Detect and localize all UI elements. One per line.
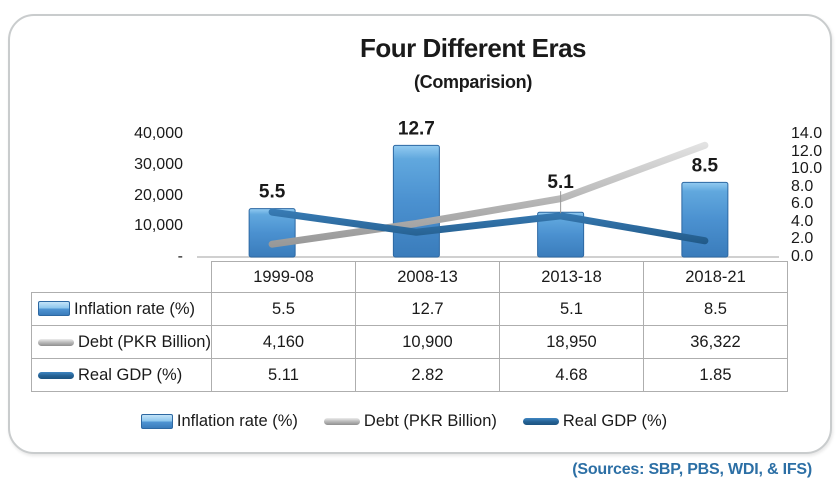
table-value-cell: 5.1 [498,292,644,326]
right-axis-tick: 4.0 [791,212,814,230]
legend-label: Debt (PKR Billion) [363,411,497,430]
right-axis-tick: 6.0 [791,195,814,213]
right-axis-tick: 14.0 [791,125,823,142]
table-value-cell: 2.82 [354,358,500,392]
right-axis-tick: 12.0 [791,142,823,160]
table-period-header: 2018-21 [642,261,788,293]
inflation-bar-icon [140,413,173,429]
table-value-cell: 36,322 [642,325,788,359]
left-axis-tick: 20,000 [134,186,183,204]
table-period-header: 2013-18 [498,261,644,293]
table-value-cell: 12.7 [354,292,500,326]
table-value-cell: 10,900 [354,325,500,359]
real-gdp-line-icon [522,417,559,425]
debt-line-icon [323,417,360,425]
sources-note: (Sources: SBP, PBS, WDI, & IFS) [572,461,812,478]
table-row: Debt (PKR Billion) 4,160 10,900 18,950 36,32… [31,325,788,359]
table-value-cell: 8.5 [642,292,788,326]
debt-line-icon [38,338,74,346]
table-period-header: 2008-13 [354,261,500,293]
chart-title: Four Different Eras [360,33,587,63]
right-axis-tick: 10.0 [791,160,823,178]
table-value-cell: 5.5 [210,292,356,326]
right-axis-tick: 0.0 [791,248,814,265]
table-row-label: Real GDP (%) [31,358,212,392]
table-row-label: Inflation rate (%) [31,292,212,326]
table-value-cell: 5.11 [210,358,356,392]
chart-legend: Inflation rate (%) Debt (PKR Billion) Real… [31,409,777,433]
table-value-cell: 18,950 [498,325,644,359]
left-axis-tick: - [177,248,183,265]
table-period-header: 1999-08 [210,261,356,293]
data-table: 1999-08 2008-13 2013-18 2018-21 Inflation ra… [31,261,788,392]
left-axis: 40,000 30,000 20,000 10,000 - [100,0,183,280]
left-axis-tick: 30,000 [134,155,183,173]
inflation-bar-icon [38,300,70,316]
left-axis-tick: 40,000 [134,125,183,142]
legend-item: Inflation rate (%) [140,411,298,431]
legend-label: Real GDP (%) [562,411,668,430]
table-row-label: Debt (PKR Billion) [31,325,212,359]
right-axis-tick: 2.0 [791,230,814,248]
left-axis-tick: 10,000 [134,217,183,235]
real-gdp-line-icon [38,371,74,379]
legend-item: Debt (PKR Billion) [323,411,497,431]
legend-label: Inflation rate (%) [176,411,298,430]
table-corner-cell [32,262,212,293]
chart-subtitle: (Comparision) [413,72,533,92]
table-value-cell: 1.85 [642,358,788,392]
table-value-cell: 4.68 [498,358,644,392]
table-value-cell: 4,160 [210,325,356,359]
right-axis-tick: 8.0 [791,177,814,195]
table-row: Real GDP (%) 5.11 2.82 4.68 1.85 [31,358,788,392]
legend-item: Real GDP (%) [522,411,668,431]
table-row: Inflation rate (%) 5.5 12.7 5.1 8.5 [31,292,788,326]
right-axis: 14.0 12.0 10.0 8.0 6.0 4.0 2.0 0.0 [791,0,840,280]
